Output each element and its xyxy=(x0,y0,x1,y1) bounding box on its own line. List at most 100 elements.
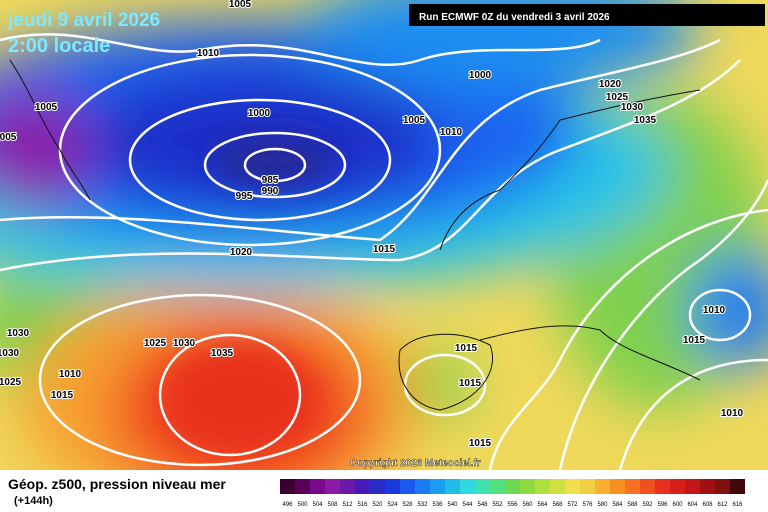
scale-label: 496 xyxy=(282,502,293,508)
time: 2:00 locale xyxy=(8,35,110,57)
scale-swatch xyxy=(685,479,700,494)
scale-swatch xyxy=(355,479,370,494)
isobar-label: 1010 xyxy=(440,127,463,138)
isobar-label: 1025 xyxy=(144,338,167,349)
isobar-label: 1010 xyxy=(197,48,220,59)
scale-label: 612 xyxy=(717,502,728,508)
scale-label: 556 xyxy=(507,502,518,508)
scale-swatch xyxy=(535,479,550,494)
scale-label: 520 xyxy=(372,502,383,508)
isobar-label: 1030 xyxy=(0,348,20,359)
scale-swatch xyxy=(475,479,490,494)
scale-swatch xyxy=(715,479,730,494)
scale-swatch xyxy=(610,479,625,494)
scale-label: 552 xyxy=(492,502,503,508)
scale-label: 508 xyxy=(327,502,338,508)
scale-swatch xyxy=(400,479,415,494)
isobar-label: 1035 xyxy=(634,115,657,126)
isobar-label: 1030 xyxy=(621,102,644,113)
scale-label: 584 xyxy=(612,502,623,508)
scale-label: 608 xyxy=(702,502,713,508)
isobar-label: 1030 xyxy=(7,328,30,339)
isobar-label: 1030 xyxy=(173,338,196,349)
scale-label: 600 xyxy=(672,502,683,508)
isobar-label: 1015 xyxy=(683,335,706,346)
isobar-label: 1015 xyxy=(455,343,478,354)
run-box xyxy=(409,4,765,26)
scale-swatch xyxy=(460,479,475,494)
scale-swatch xyxy=(415,479,430,494)
scale-swatch xyxy=(505,479,520,494)
scale-swatch xyxy=(520,479,535,494)
scale-swatch xyxy=(565,479,580,494)
isobar-label: 1025 xyxy=(0,377,22,388)
isobar-label: 990 xyxy=(262,186,279,197)
isobar-label: 1005 xyxy=(35,102,58,113)
scale-swatch xyxy=(385,479,400,494)
lead-time: (+144h) xyxy=(14,495,53,507)
scale-label: 512 xyxy=(342,502,353,508)
scale-label: 532 xyxy=(417,502,428,508)
isobar-label: 1015 xyxy=(373,244,396,255)
isobar-label: 1025 xyxy=(606,92,629,103)
scale-swatch xyxy=(340,479,355,494)
scale-swatch xyxy=(430,479,445,494)
isobar-label: 1020 xyxy=(599,79,622,90)
scale-swatch xyxy=(640,479,655,494)
scale-label: 568 xyxy=(552,502,563,508)
scale-label: 564 xyxy=(537,502,548,508)
isobar-label: 1020 xyxy=(230,247,253,258)
date: jeudi 9 avril 2026 xyxy=(7,10,160,31)
scale-label: 540 xyxy=(447,502,458,508)
isobar-label: 1000 xyxy=(248,108,271,119)
scale-label: 616 xyxy=(732,502,743,508)
scale-label: 560 xyxy=(522,502,533,508)
scale-label: 580 xyxy=(597,502,608,508)
scale-label: 524 xyxy=(387,502,398,508)
isobars xyxy=(0,33,768,470)
scale-label: 544 xyxy=(462,502,473,508)
scale-swatch xyxy=(730,479,745,494)
scale-label: 596 xyxy=(657,502,668,508)
isobar-label: 1005 xyxy=(229,0,252,10)
scale-label: 528 xyxy=(402,502,413,508)
scale-swatch xyxy=(310,479,325,494)
scale-swatch xyxy=(550,479,565,494)
isobar-label: 1015 xyxy=(459,378,482,389)
scale-label: 548 xyxy=(477,502,488,508)
isobar-label: 1015 xyxy=(51,390,74,401)
isobar-label: 1005 xyxy=(403,115,426,126)
scale-label: 576 xyxy=(582,502,593,508)
scale-swatch xyxy=(295,479,310,494)
scale-label: 572 xyxy=(567,502,578,508)
scale-label: 536 xyxy=(432,502,443,508)
scale-label: 516 xyxy=(357,502,368,508)
isobar-label: 985 xyxy=(262,175,279,186)
scale-label: 604 xyxy=(687,502,698,508)
scale-swatch xyxy=(670,479,685,494)
isobar-label: 005 xyxy=(0,132,17,143)
scale-label: 504 xyxy=(312,502,323,508)
scale-swatch xyxy=(580,479,595,494)
isobar-label: 1010 xyxy=(59,369,82,380)
scale-swatch xyxy=(490,479,505,494)
isobar-label: 1000 xyxy=(469,70,492,81)
isobar-label: 1035 xyxy=(211,348,234,359)
scale-swatch xyxy=(595,479,610,494)
isobar-label: 1015 xyxy=(469,438,492,449)
scale-swatch xyxy=(325,479,340,494)
scale-swatch xyxy=(445,479,460,494)
run-label: Run ECMWF 0Z du vendredi 3 avril 2026 xyxy=(419,12,610,23)
color-scale: 496 500 504 508 512 516 520 524 528 532 536 540 544 5… xyxy=(280,479,745,508)
isobar-label: 1010 xyxy=(703,305,726,316)
scale-label: 500 xyxy=(297,502,308,508)
isobar-label: 1010 xyxy=(721,408,744,419)
copyright: Copyright 2026 Meteociel.fr xyxy=(350,458,481,469)
scale-swatch xyxy=(700,479,715,494)
scale-swatch xyxy=(655,479,670,494)
scale-label: 588 xyxy=(627,502,638,508)
scale-label: 592 xyxy=(642,502,653,508)
